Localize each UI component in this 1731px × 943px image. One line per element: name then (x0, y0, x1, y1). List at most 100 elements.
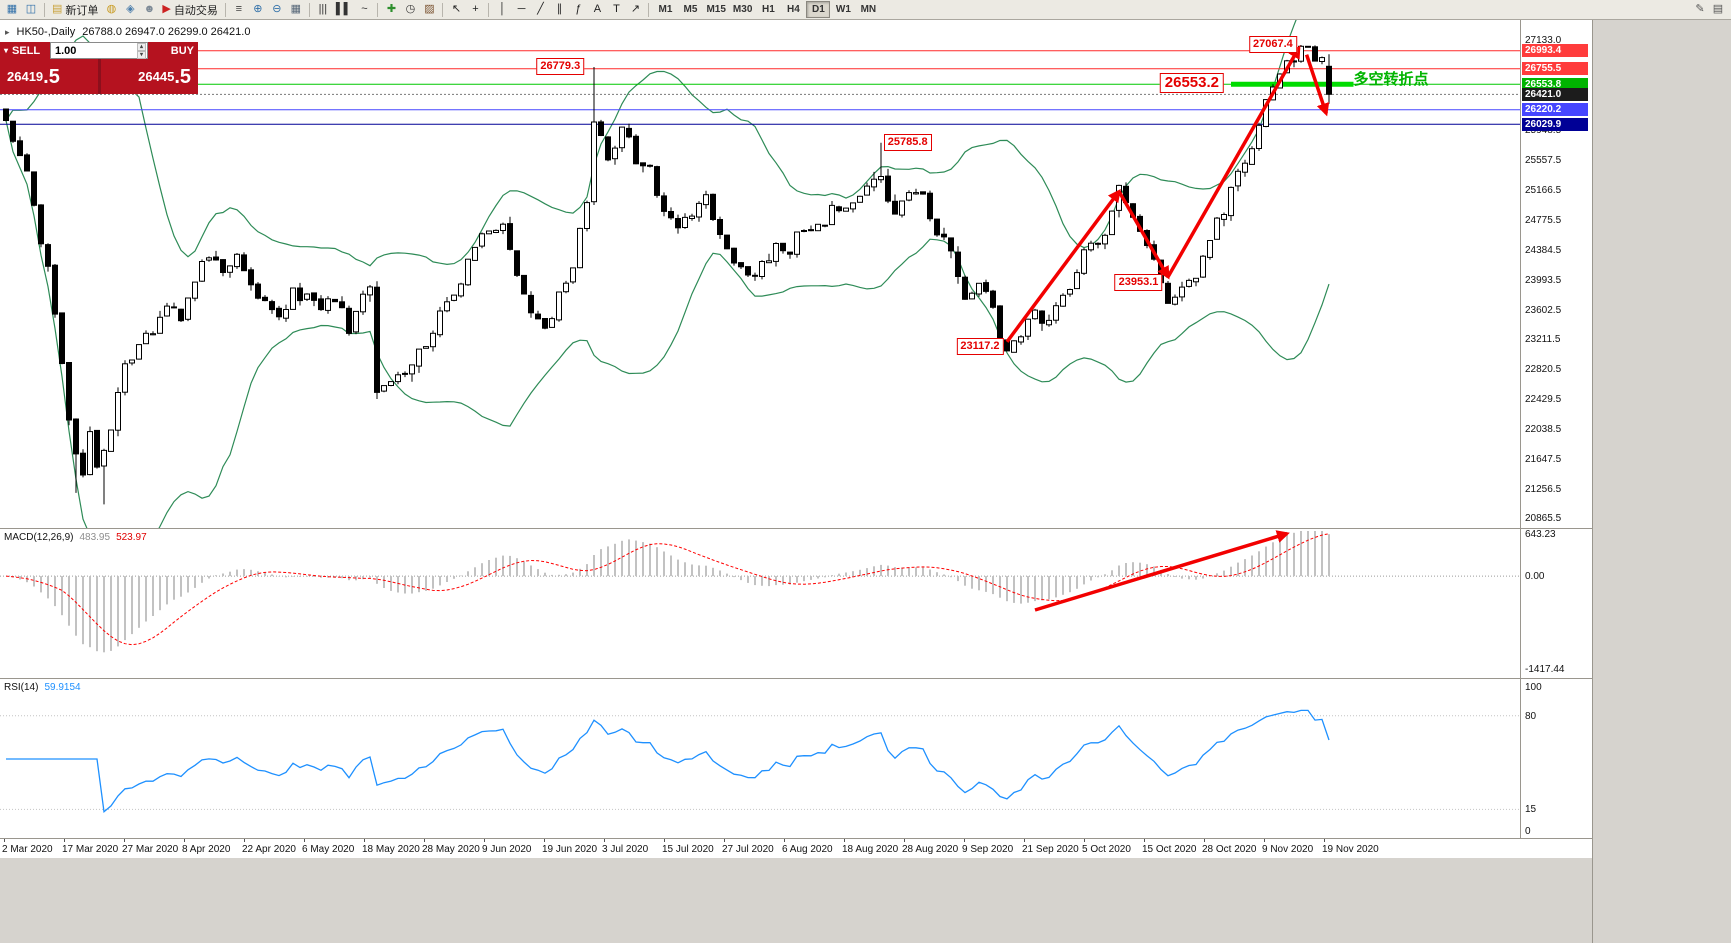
zoom-in-icon[interactable]: ⊕ (249, 1, 267, 18)
candle-body (213, 256, 219, 261)
timeframe-m15-button[interactable]: M15 (703, 1, 728, 18)
trend-arrow[interactable] (1117, 190, 1170, 280)
data-window-icon[interactable]: ◈ (121, 1, 139, 18)
timeframe-m30-button[interactable]: M30 (730, 1, 755, 18)
indicators-add-icon[interactable]: ✚ (382, 1, 400, 18)
date-tick (964, 839, 965, 842)
candle-body (1046, 319, 1052, 326)
sell-price-frac: .5 (43, 65, 60, 88)
new-chart-icon[interactable]: ▦ (3, 1, 21, 18)
chart-title: ▸ HK50-,Daily 26788.0 26947.0 26299.0 26… (5, 26, 250, 38)
chart-expand-icon[interactable]: ▸ (5, 26, 10, 37)
indicator-list-icon[interactable]: ≡ (230, 1, 248, 18)
candle-body (73, 418, 79, 455)
market-watch-icon[interactable]: ◍ (102, 1, 120, 18)
price-tag: 26755.5 (1522, 62, 1588, 76)
templates-icon[interactable]: ▨ (420, 1, 438, 18)
line-chart-icon[interactable]: ~ (355, 1, 373, 18)
candle-body (591, 121, 597, 203)
macd-signal-value: 523.97 (116, 532, 147, 543)
arrows-tool-icon[interactable]: ↗ (626, 1, 644, 18)
candle-body (1228, 186, 1234, 217)
edit-toolbar-icon[interactable]: ✎ (1691, 1, 1709, 18)
vertical-line-icon[interactable]: │ (493, 1, 511, 18)
crosshair-icon[interactable]: + (466, 1, 484, 18)
trade-panel-collapse-icon[interactable]: ▾ (4, 46, 9, 55)
buy-price-frac: .5 (174, 65, 191, 88)
timeframe-d1-button[interactable]: D1 (806, 1, 831, 18)
autotrade-button[interactable]: ▶ 自动交易 (159, 1, 220, 18)
price-tag: 26553.8 (1522, 77, 1588, 91)
candle-body (94, 429, 100, 468)
candle-body (87, 431, 93, 476)
candle-body (388, 381, 394, 387)
macd-pane[interactable]: MACD(12,26,9) 483.95 523.97 (0, 529, 1520, 678)
candle-body (731, 247, 737, 264)
candle-body (528, 294, 534, 314)
buy-button[interactable]: 26445 .5 (100, 59, 198, 94)
bollinger-upper-band (5, 20, 1297, 267)
candle-body (339, 301, 345, 309)
time-axis[interactable]: 2 Mar 2020 17 Mar 2020 27 Mar 2020 8 Apr 20… (0, 839, 1592, 858)
right-gutter (1592, 20, 1731, 943)
macd-trend-arrow[interactable] (1034, 530, 1290, 612)
label-icon[interactable]: T (607, 1, 625, 18)
timeframe-mn-button[interactable]: MN (856, 1, 880, 18)
new-order-button[interactable]: ▤ 新订单 (49, 1, 101, 18)
cursor-icon[interactable]: ↖ (447, 1, 465, 18)
volume-up-icon[interactable]: ▴ (136, 42, 146, 51)
candle-body (920, 191, 926, 195)
candle-body (598, 121, 604, 137)
volume-down-icon[interactable]: ▾ (136, 50, 146, 59)
profiles-icon[interactable]: ◫ (22, 1, 40, 18)
text-icon[interactable]: A (588, 1, 606, 18)
navigator-icon[interactable]: ☻ (140, 1, 158, 18)
data-window-glyph: ◈ (126, 3, 135, 15)
candle-body (822, 224, 828, 227)
candle-body (3, 108, 9, 121)
rsi-svg[interactable] (0, 679, 1520, 838)
main-chart-svg[interactable] (0, 20, 1520, 528)
macd-axis-tick: 643.23 (1525, 529, 1556, 541)
timeframe-h4-button[interactable]: H4 (781, 1, 805, 18)
candle-body (885, 175, 891, 202)
trend-arrow[interactable] (1166, 45, 1301, 278)
toolbar-separator (377, 2, 379, 17)
candlestick-chart-icon[interactable]: ▌▌ (333, 1, 355, 18)
candle-body (129, 359, 135, 364)
candle-body (10, 120, 16, 142)
macd-svg[interactable] (0, 529, 1520, 678)
zoom-out-icon[interactable]: ⊖ (268, 1, 286, 18)
timeframe-h1-button[interactable]: H1 (756, 1, 780, 18)
periods-icon[interactable]: ◷ (401, 1, 419, 18)
candle-body (66, 362, 72, 421)
dock-icon[interactable]: ▤ (1709, 1, 1727, 18)
main-chart-pane[interactable]: 26779.3 27067.4 26553.2 25785.8 23953.1 23117… (0, 20, 1520, 528)
tile-windows-icon[interactable]: ▦ (287, 1, 305, 18)
horizontal-line-icon[interactable]: ─ (512, 1, 530, 18)
timeframe-w1-button[interactable]: W1 (831, 1, 855, 18)
candle-body (808, 229, 814, 232)
sell-button[interactable]: 26419 .5 (0, 59, 98, 94)
pane-separator[interactable] (0, 528, 1592, 529)
price-axis[interactable]: 27133.0 25948.5 25557.5 25166.5 24775.5 24384… (1521, 20, 1592, 858)
candle-body (577, 227, 583, 269)
rsi-pane[interactable]: RSI(14) 59.9154 (0, 679, 1520, 838)
candle-body (416, 348, 422, 367)
candle-body (962, 276, 968, 300)
ohlc-bars-icon[interactable]: ||| (314, 1, 332, 18)
trendline-icon[interactable]: ╱ (531, 1, 549, 18)
pane-separator[interactable] (0, 678, 1592, 679)
trend-arrow[interactable] (1304, 54, 1330, 117)
trend-arrow[interactable] (1005, 188, 1121, 343)
equidistant-channel-icon[interactable]: ∥ (550, 1, 568, 18)
volume-stepper[interactable]: 1.00 ▴ ▾ (50, 42, 148, 59)
timeframe-d1-button-label: D1 (811, 4, 825, 15)
date-tick (484, 839, 485, 842)
fibonacci-icon[interactable]: ƒ (569, 1, 587, 18)
price-axis-tick: 22038.5 (1525, 423, 1562, 435)
timeframe-m5-button[interactable]: M5 (678, 1, 702, 18)
candle-body (801, 230, 807, 232)
timeframe-m1-button[interactable]: M1 (653, 1, 677, 18)
